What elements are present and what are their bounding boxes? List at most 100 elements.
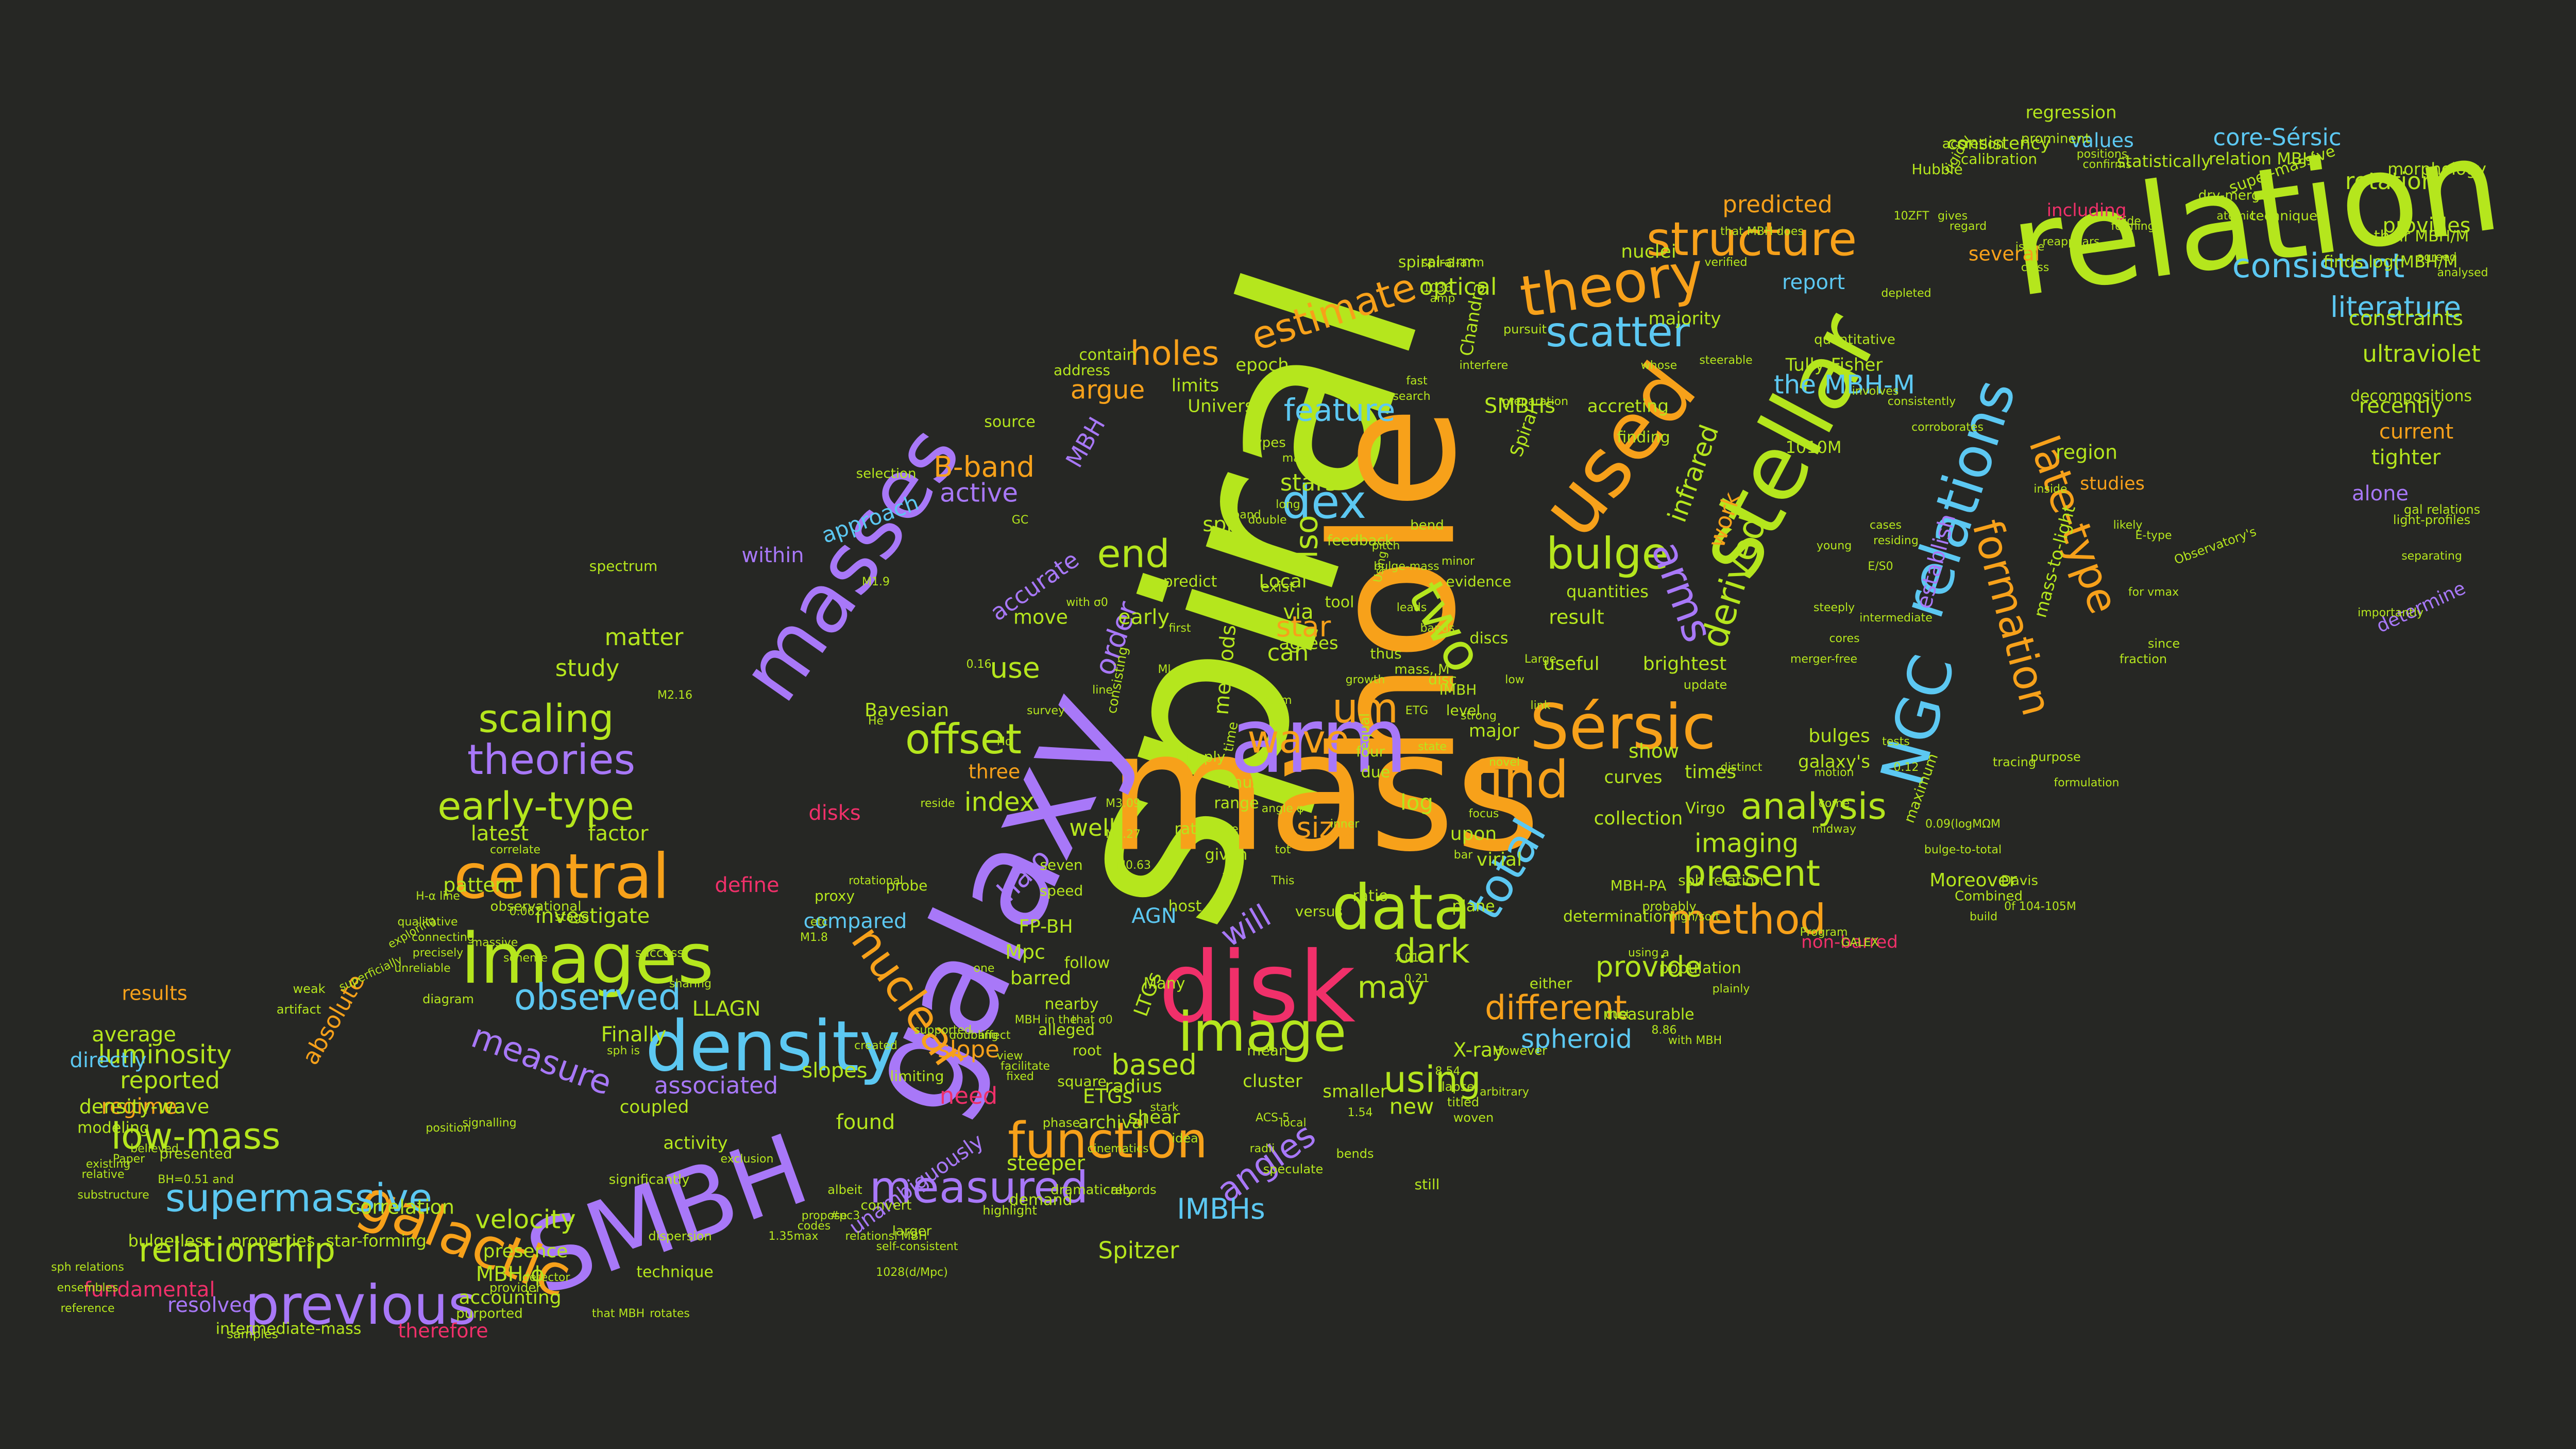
cloud-word: scheme	[503, 952, 548, 965]
cloud-word: plainly	[1713, 983, 1750, 996]
cloud-word: preparation	[1502, 395, 1568, 408]
cloud-word: corroborates	[1911, 421, 1984, 434]
cloud-word: dust	[1605, 1008, 1630, 1021]
cloud-word: titled	[1447, 1095, 1479, 1109]
cloud-word: importantly	[2358, 606, 2424, 619]
cloud-word: finds log(MBH/M	[2324, 252, 2458, 272]
cloud-word: fundamental	[84, 1278, 215, 1302]
cloud-word: amp	[1430, 292, 1455, 305]
cloud-word: non-barred	[1801, 932, 1898, 953]
cloud-word: etc	[810, 916, 828, 929]
cloud-word: therefore	[398, 1320, 488, 1342]
cloud-word: theories	[467, 736, 635, 784]
cloud-word: Moreover	[1929, 870, 2017, 891]
cloud-word: M3.09	[1106, 797, 1141, 810]
cloud-word: MBH-PA	[1611, 877, 1667, 894]
cloud-word: ultraviolet	[2362, 340, 2480, 367]
cloud-word: Many	[1143, 975, 1185, 993]
cloud-word: diagram	[422, 992, 474, 1006]
cloud-word: intermediate-mass	[216, 1320, 362, 1338]
cloud-word: merger-free	[1790, 653, 1857, 666]
cloud-word: young	[1817, 540, 1852, 552]
cloud-word: new	[1389, 1094, 1434, 1119]
cloud-word: 8.86	[1652, 1024, 1677, 1037]
cloud-word: Spitzer	[1098, 1237, 1179, 1264]
cloud-word: stark	[1150, 1101, 1179, 1114]
cloud-word: 8.54	[1435, 1065, 1461, 1078]
cloud-word: 0.16	[967, 658, 992, 671]
cloud-word: relationship	[139, 1231, 335, 1270]
cloud-word: consistently	[1888, 395, 1956, 408]
cloud-word: offset	[905, 715, 1022, 763]
cloud-word: studies	[2080, 474, 2145, 494]
cloud-word: lapse	[1442, 1080, 1475, 1094]
cloud-word: since	[2148, 636, 2180, 651]
cloud-word: fast	[1406, 375, 1428, 387]
cloud-word: cases	[1870, 519, 1902, 532]
cloud-word: properties	[231, 1231, 315, 1251]
cloud-word: that MBH	[592, 1307, 645, 1320]
cloud-word: bulges	[1808, 726, 1870, 747]
cloud-word: scatter	[1546, 308, 1690, 356]
cloud-word: Universe	[1188, 396, 1265, 417]
cloud-word: early	[1118, 605, 1170, 629]
cloud-word: bends	[1336, 1147, 1374, 1161]
cloud-word: level	[1446, 702, 1481, 719]
cloud-word: 1036	[1423, 282, 1452, 295]
cloud-word: source	[984, 413, 1036, 431]
cloud-word: that σ0	[1072, 1014, 1113, 1026]
cloud-word: predict	[1163, 573, 1217, 591]
cloud-word: bulge-less	[128, 1231, 212, 1251]
cloud-word: observational	[490, 899, 582, 915]
cloud-word: Combined	[1955, 889, 2023, 904]
cloud-word: current	[2379, 420, 2453, 444]
cloud-word: presence	[483, 1241, 568, 1262]
cloud-word: residing	[1873, 534, 1919, 547]
cloud-word: AGN	[1131, 904, 1177, 928]
cloud-word: analysed	[2437, 266, 2488, 279]
cloud-word: spectrum	[589, 558, 658, 575]
cloud-word: accretion	[1942, 137, 2004, 152]
cloud-word: cores	[1829, 632, 1859, 645]
cloud-word: finding	[1617, 429, 1670, 447]
cloud-word: bulge-to-total	[1924, 844, 2002, 856]
cloud-word: predicted	[1722, 191, 1832, 218]
cloud-word: stars	[1280, 469, 1337, 496]
cloud-word: prominent	[2021, 131, 2090, 147]
cloud-word: provides	[2382, 214, 2470, 238]
cloud-word: strong	[1461, 710, 1497, 722]
cloud-word: find	[1471, 749, 1569, 810]
cloud-word: decompositions	[2350, 387, 2472, 406]
cloud-word: artifact	[277, 1002, 321, 1017]
cloud-word: epoch	[1235, 355, 1289, 376]
cloud-word: result	[1549, 606, 1604, 629]
cloud-word: rotational	[849, 874, 903, 887]
cloud-word: imply	[1185, 748, 1225, 765]
cloud-word: factor	[588, 822, 649, 846]
cloud-word: codes	[798, 1220, 831, 1233]
cloud-word: directly	[70, 1049, 146, 1072]
cloud-word: spiral-arm	[1421, 255, 1484, 269]
cloud-word: 7.01	[1394, 952, 1419, 965]
cloud-word: light-profiles	[2393, 513, 2470, 527]
cloud-word: arbitrary	[1480, 1086, 1529, 1099]
cloud-word: feature	[1284, 393, 1396, 429]
cloud-word: feedback	[1327, 532, 1394, 549]
cloud-word: dramatically	[1050, 1183, 1134, 1198]
cloud-word: still	[1415, 1176, 1440, 1193]
cloud-word: provider	[489, 1280, 541, 1295]
cloud-word: line	[1092, 684, 1113, 697]
cloud-word: either	[1530, 975, 1572, 992]
cloud-word: host	[1168, 898, 1202, 916]
cloud-word: dex	[1282, 475, 1366, 529]
cloud-word: pattern	[443, 874, 515, 897]
cloud-word: correlate	[490, 844, 540, 856]
cloud-word: growth	[1346, 673, 1385, 686]
cloud-word: with σ0	[1066, 596, 1108, 609]
cloud-word: radii	[1250, 1142, 1275, 1155]
cloud-word: doubling	[949, 1029, 998, 1042]
cloud-word: early-type	[437, 784, 634, 829]
cloud-word: thus	[1370, 645, 1401, 662]
cloud-word: quantities	[1566, 582, 1649, 601]
